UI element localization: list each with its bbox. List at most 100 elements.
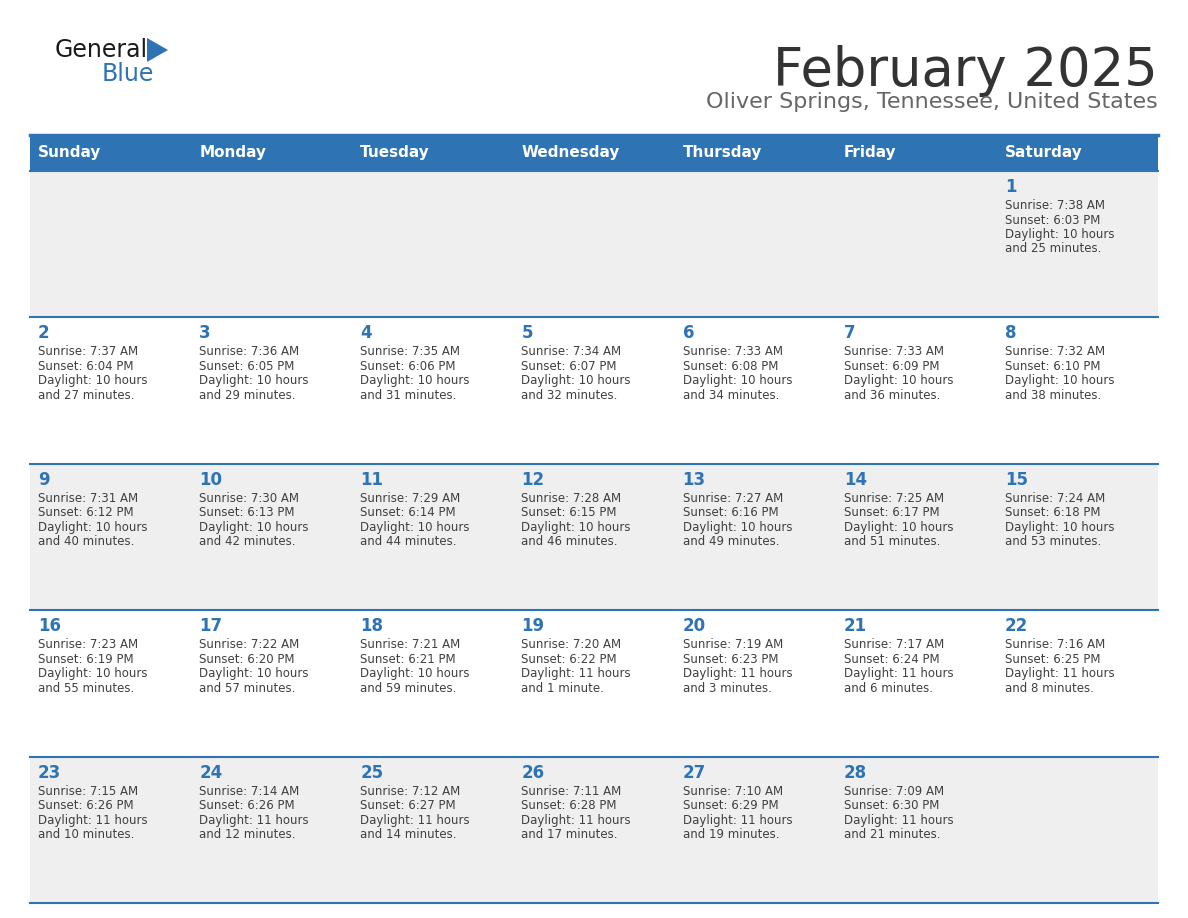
Text: Sunset: 6:08 PM: Sunset: 6:08 PM	[683, 360, 778, 373]
Text: Sunrise: 7:33 AM: Sunrise: 7:33 AM	[843, 345, 943, 358]
Text: Sunset: 6:26 PM: Sunset: 6:26 PM	[200, 799, 295, 812]
Text: and 25 minutes.: and 25 minutes.	[1005, 242, 1101, 255]
Text: Daylight: 10 hours: Daylight: 10 hours	[360, 375, 469, 387]
Text: Daylight: 10 hours: Daylight: 10 hours	[200, 667, 309, 680]
Text: Daylight: 11 hours: Daylight: 11 hours	[360, 813, 470, 826]
Bar	[30, 171, 1158, 318]
Text: 22: 22	[1005, 617, 1028, 635]
Text: Sunrise: 7:28 AM: Sunrise: 7:28 AM	[522, 492, 621, 505]
Text: 5: 5	[522, 324, 533, 342]
Text: Thursday: Thursday	[683, 145, 762, 161]
Polygon shape	[147, 38, 168, 62]
Text: Daylight: 10 hours: Daylight: 10 hours	[200, 375, 309, 387]
Text: and 10 minutes.: and 10 minutes.	[38, 828, 134, 841]
Text: and 8 minutes.: and 8 minutes.	[1005, 682, 1094, 695]
Text: Sunrise: 7:12 AM: Sunrise: 7:12 AM	[360, 785, 461, 798]
Text: Daylight: 11 hours: Daylight: 11 hours	[38, 813, 147, 826]
Text: Sunrise: 7:19 AM: Sunrise: 7:19 AM	[683, 638, 783, 651]
Text: Sunset: 6:14 PM: Sunset: 6:14 PM	[360, 507, 456, 520]
Text: and 14 minutes.: and 14 minutes.	[360, 828, 456, 841]
Text: Sunrise: 7:29 AM: Sunrise: 7:29 AM	[360, 492, 461, 505]
Text: Daylight: 11 hours: Daylight: 11 hours	[1005, 667, 1114, 680]
Text: Daylight: 10 hours: Daylight: 10 hours	[200, 521, 309, 533]
Text: and 55 minutes.: and 55 minutes.	[38, 682, 134, 695]
Text: 13: 13	[683, 471, 706, 488]
Text: Wednesday: Wednesday	[522, 145, 620, 161]
Text: Sunrise: 7:24 AM: Sunrise: 7:24 AM	[1005, 492, 1105, 505]
Text: Tuesday: Tuesday	[360, 145, 430, 161]
Text: 14: 14	[843, 471, 867, 488]
Text: Blue: Blue	[102, 62, 154, 86]
Text: Monday: Monday	[200, 145, 266, 161]
Text: Daylight: 10 hours: Daylight: 10 hours	[1005, 228, 1114, 241]
Text: Sunday: Sunday	[38, 145, 101, 161]
Text: Daylight: 10 hours: Daylight: 10 hours	[360, 667, 469, 680]
Text: Daylight: 10 hours: Daylight: 10 hours	[38, 375, 147, 387]
Text: Sunset: 6:10 PM: Sunset: 6:10 PM	[1005, 360, 1100, 373]
Text: Sunset: 6:23 PM: Sunset: 6:23 PM	[683, 653, 778, 666]
Text: 6: 6	[683, 324, 694, 342]
Text: Sunset: 6:17 PM: Sunset: 6:17 PM	[843, 507, 940, 520]
Text: Daylight: 11 hours: Daylight: 11 hours	[843, 667, 953, 680]
Text: and 49 minutes.: and 49 minutes.	[683, 535, 779, 548]
Text: Sunset: 6:28 PM: Sunset: 6:28 PM	[522, 799, 617, 812]
Text: Sunset: 6:06 PM: Sunset: 6:06 PM	[360, 360, 456, 373]
Text: and 40 minutes.: and 40 minutes.	[38, 535, 134, 548]
Text: Sunset: 6:15 PM: Sunset: 6:15 PM	[522, 507, 617, 520]
Text: and 36 minutes.: and 36 minutes.	[843, 389, 940, 402]
Text: 16: 16	[38, 617, 61, 635]
Bar	[513, 135, 675, 171]
Text: and 6 minutes.: and 6 minutes.	[843, 682, 933, 695]
Text: Sunset: 6:27 PM: Sunset: 6:27 PM	[360, 799, 456, 812]
Text: Daylight: 10 hours: Daylight: 10 hours	[522, 521, 631, 533]
Text: Daylight: 10 hours: Daylight: 10 hours	[522, 375, 631, 387]
Text: Sunset: 6:24 PM: Sunset: 6:24 PM	[843, 653, 940, 666]
Text: Sunrise: 7:25 AM: Sunrise: 7:25 AM	[843, 492, 943, 505]
Bar	[835, 135, 997, 171]
Text: Saturday: Saturday	[1005, 145, 1082, 161]
Text: Sunrise: 7:16 AM: Sunrise: 7:16 AM	[1005, 638, 1105, 651]
Text: Sunrise: 7:21 AM: Sunrise: 7:21 AM	[360, 638, 461, 651]
Text: Daylight: 11 hours: Daylight: 11 hours	[522, 667, 631, 680]
Text: Daylight: 11 hours: Daylight: 11 hours	[522, 813, 631, 826]
Text: Sunset: 6:09 PM: Sunset: 6:09 PM	[843, 360, 940, 373]
Text: Sunset: 6:07 PM: Sunset: 6:07 PM	[522, 360, 617, 373]
Text: Sunset: 6:30 PM: Sunset: 6:30 PM	[843, 799, 939, 812]
Bar	[30, 135, 191, 171]
Text: and 32 minutes.: and 32 minutes.	[522, 389, 618, 402]
Text: Sunset: 6:18 PM: Sunset: 6:18 PM	[1005, 507, 1100, 520]
Text: and 46 minutes.: and 46 minutes.	[522, 535, 618, 548]
Text: February 2025: February 2025	[773, 45, 1158, 97]
Text: Sunrise: 7:30 AM: Sunrise: 7:30 AM	[200, 492, 299, 505]
Text: Sunrise: 7:38 AM: Sunrise: 7:38 AM	[1005, 199, 1105, 212]
Text: Sunrise: 7:31 AM: Sunrise: 7:31 AM	[38, 492, 138, 505]
Bar	[30, 610, 1158, 756]
Text: and 51 minutes.: and 51 minutes.	[843, 535, 940, 548]
Text: Sunrise: 7:32 AM: Sunrise: 7:32 AM	[1005, 345, 1105, 358]
Text: 2: 2	[38, 324, 50, 342]
Text: Sunset: 6:12 PM: Sunset: 6:12 PM	[38, 507, 133, 520]
Text: Daylight: 10 hours: Daylight: 10 hours	[843, 375, 953, 387]
Text: Daylight: 10 hours: Daylight: 10 hours	[38, 521, 147, 533]
Text: and 19 minutes.: and 19 minutes.	[683, 828, 779, 841]
Text: 27: 27	[683, 764, 706, 781]
Text: Sunset: 6:16 PM: Sunset: 6:16 PM	[683, 507, 778, 520]
Text: Sunrise: 7:15 AM: Sunrise: 7:15 AM	[38, 785, 138, 798]
Text: Daylight: 11 hours: Daylight: 11 hours	[683, 667, 792, 680]
Text: Daylight: 10 hours: Daylight: 10 hours	[1005, 521, 1114, 533]
Text: and 3 minutes.: and 3 minutes.	[683, 682, 771, 695]
Text: Sunrise: 7:11 AM: Sunrise: 7:11 AM	[522, 785, 621, 798]
Text: 25: 25	[360, 764, 384, 781]
Text: Sunset: 6:22 PM: Sunset: 6:22 PM	[522, 653, 617, 666]
Bar	[353, 135, 513, 171]
Text: and 12 minutes.: and 12 minutes.	[200, 828, 296, 841]
Text: 21: 21	[843, 617, 867, 635]
Text: Daylight: 11 hours: Daylight: 11 hours	[683, 813, 792, 826]
Text: 8: 8	[1005, 324, 1017, 342]
Text: General: General	[55, 38, 148, 62]
Text: 1: 1	[1005, 178, 1017, 196]
Bar	[30, 464, 1158, 610]
Text: Daylight: 10 hours: Daylight: 10 hours	[1005, 375, 1114, 387]
Text: Sunset: 6:05 PM: Sunset: 6:05 PM	[200, 360, 295, 373]
Text: and 27 minutes.: and 27 minutes.	[38, 389, 134, 402]
